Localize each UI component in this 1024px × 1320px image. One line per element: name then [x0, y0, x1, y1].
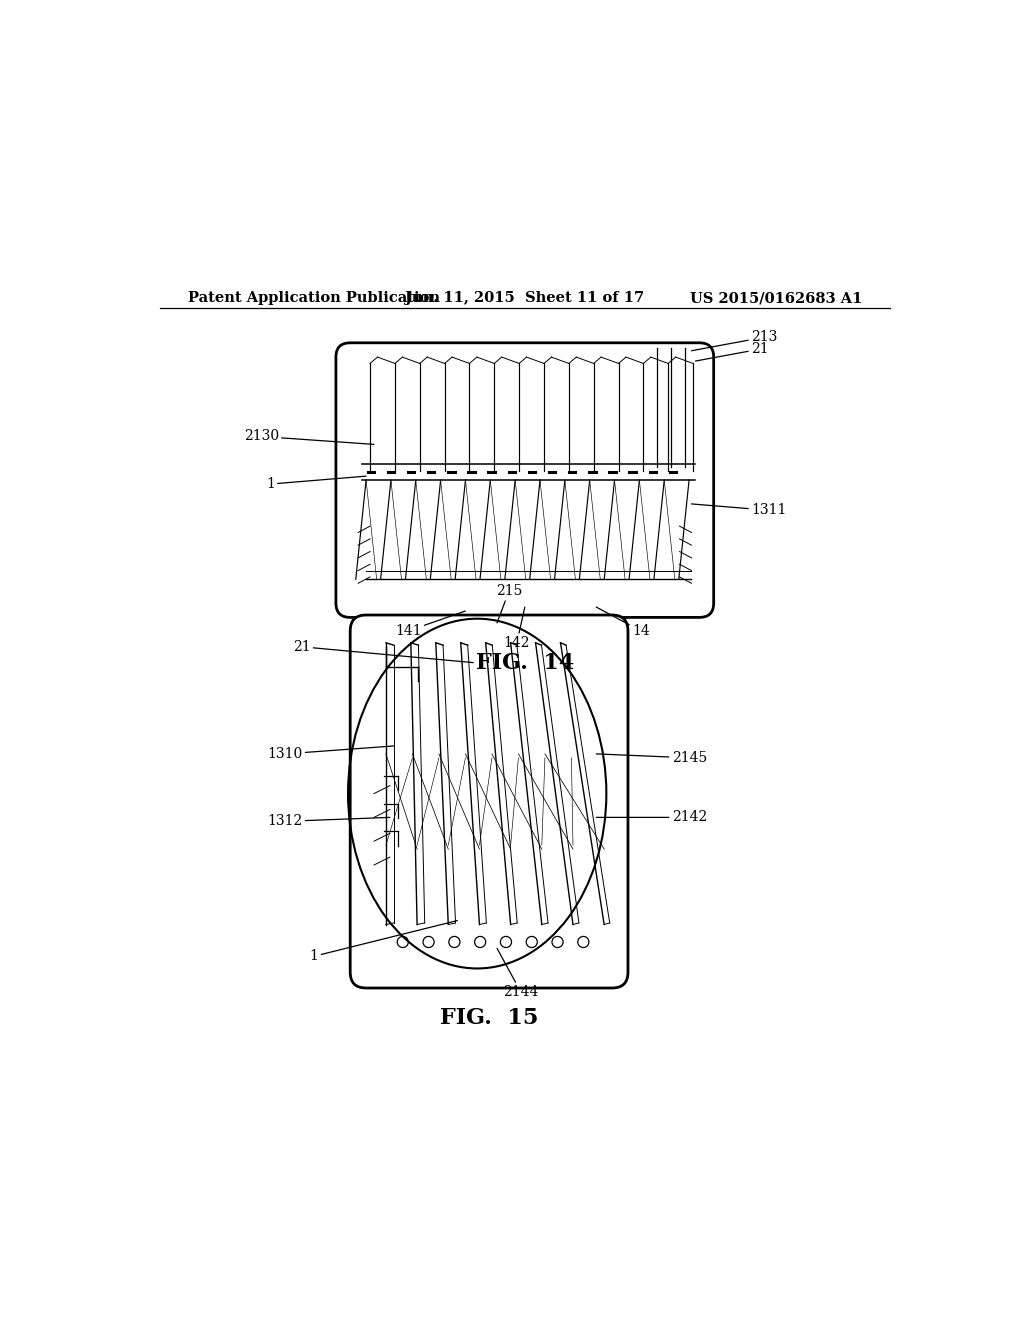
Text: FIG.  15: FIG. 15	[440, 1007, 539, 1030]
Text: 213: 213	[691, 330, 777, 351]
Text: 2145: 2145	[596, 751, 707, 764]
Text: 14: 14	[596, 607, 649, 638]
Text: 1310: 1310	[267, 746, 394, 760]
Text: 1: 1	[266, 477, 367, 491]
Text: 142: 142	[504, 607, 530, 649]
Text: 1: 1	[309, 920, 458, 964]
Text: 1312: 1312	[267, 814, 390, 829]
FancyBboxPatch shape	[350, 615, 628, 987]
Text: 2144: 2144	[497, 948, 539, 999]
FancyBboxPatch shape	[336, 343, 714, 618]
Text: 2130: 2130	[244, 429, 374, 445]
Ellipse shape	[398, 569, 651, 630]
Text: 21: 21	[695, 342, 769, 362]
Text: 141: 141	[395, 611, 465, 638]
Text: 215: 215	[496, 585, 522, 623]
Text: US 2015/0162683 A1: US 2015/0162683 A1	[690, 292, 862, 305]
Text: 2142: 2142	[596, 810, 707, 825]
Text: 1311: 1311	[691, 503, 786, 517]
Text: FIG.  14: FIG. 14	[476, 652, 573, 673]
Text: Jun. 11, 2015  Sheet 11 of 17: Jun. 11, 2015 Sheet 11 of 17	[406, 292, 644, 305]
Text: Patent Application Publication: Patent Application Publication	[187, 292, 439, 305]
Text: 21: 21	[293, 640, 473, 663]
